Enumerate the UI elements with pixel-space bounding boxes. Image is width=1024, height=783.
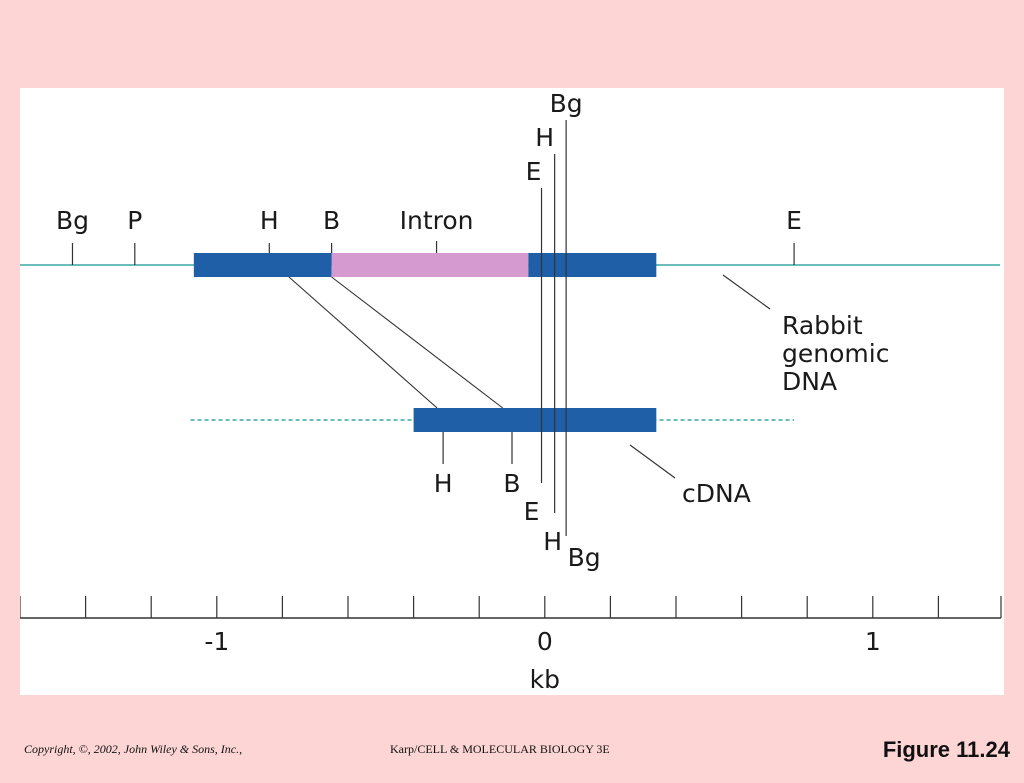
genomic-dna-caption: Rabbit — [782, 311, 863, 340]
exon-1-bar — [193, 253, 332, 277]
genomic-dna-caption: DNA — [782, 367, 837, 396]
exon-connector-line — [331, 276, 504, 409]
cdna-site-label: Bg — [568, 543, 601, 572]
cdna-site-label: E — [524, 497, 540, 526]
cdna-caption-leader — [629, 444, 676, 479]
intron-bar — [331, 253, 529, 277]
cdna-site-label: B — [503, 469, 520, 498]
kb-axis-tick-label: -1 — [204, 627, 229, 656]
genomic-site-label: H — [260, 206, 279, 235]
intron-label: Intron — [400, 206, 474, 235]
diagram-panel: Bg P H B E Intron Bg H E H B E H Bg Rabbit genomic DNA cD… — [20, 88, 1004, 695]
genomic-site-label: B — [323, 206, 340, 235]
genomic-site-label: Bg — [56, 206, 89, 235]
kb-axis-label: kb — [530, 665, 560, 694]
cdna-site-label: H — [434, 469, 453, 498]
figure-number: Figure 11.24 — [882, 737, 1010, 762]
cdna-caption: cDNA — [682, 479, 751, 508]
exon-2-bar — [528, 253, 657, 277]
cdna-site-label: H — [543, 527, 562, 556]
genomic-cluster-site-label: Bg — [550, 89, 583, 118]
book-source: Karp/CELL & MOLECULAR BIOLOGY 3E — [390, 742, 610, 756]
genomic-cluster-site-label: H — [535, 123, 554, 152]
genomic-site-label: P — [127, 206, 142, 235]
exon-connector-line — [288, 276, 438, 409]
genomic-cluster-site-label: E — [526, 157, 542, 186]
kb-axis-tick-label: 0 — [537, 627, 553, 656]
copyright-notice: Copyright, ©, 2002, John Wiley & Sons, I… — [24, 742, 243, 756]
genomic-caption-leader — [722, 274, 771, 310]
genomic-dna-caption: genomic — [782, 339, 889, 368]
genomic-site-label: E — [786, 206, 802, 235]
kb-axis-tick-label: 1 — [865, 627, 881, 656]
cdna-bar — [413, 408, 657, 432]
